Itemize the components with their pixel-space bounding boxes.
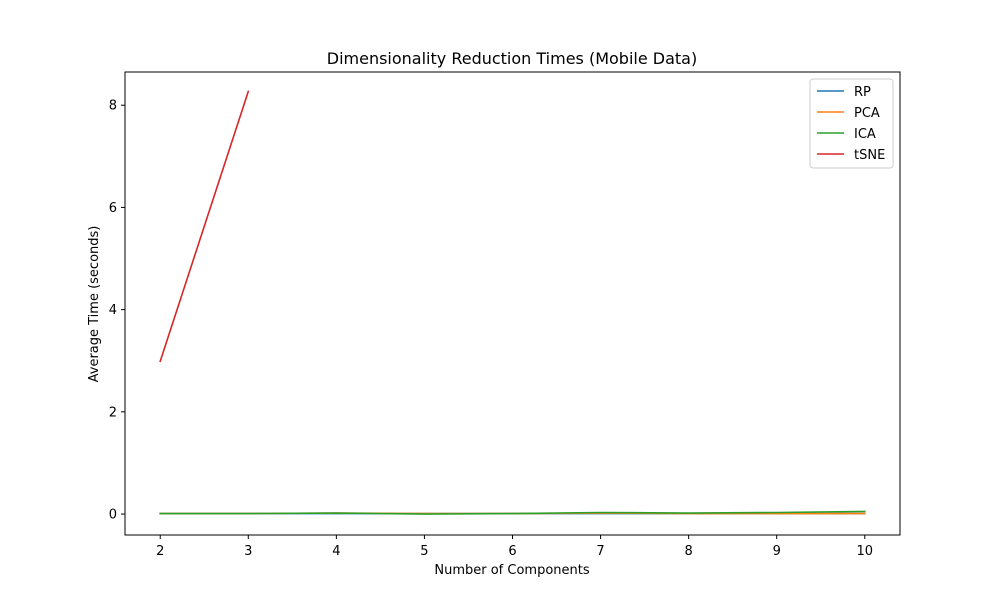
x-tick-label: 5 bbox=[420, 544, 428, 559]
legend-label-tsne: tSNE bbox=[854, 148, 885, 163]
y-tick-label: 0 bbox=[109, 508, 117, 523]
plot-frame bbox=[124, 71, 901, 536]
x-tick-label: 6 bbox=[508, 544, 516, 559]
x-axis-label: Number of Components bbox=[434, 563, 589, 578]
x-tick-label: 2 bbox=[156, 544, 164, 559]
legend-label-ica: ICA bbox=[854, 127, 876, 142]
legend-box bbox=[809, 78, 894, 169]
y-tick-label: 4 bbox=[109, 303, 117, 318]
x-tick-label: 4 bbox=[332, 544, 340, 559]
series-line-tsne bbox=[159, 90, 250, 363]
y-tick-label: 6 bbox=[109, 201, 117, 216]
x-tick-label: 9 bbox=[773, 544, 781, 559]
x-tick-label: 3 bbox=[244, 544, 252, 559]
y-tick-label: 8 bbox=[109, 99, 117, 114]
axis-ticks: 2 3 4 5 6 7 8 9 10 0 2 4 6 8 bbox=[109, 99, 873, 559]
legend-label-pca: PCA bbox=[854, 106, 880, 121]
y-tick-label: 2 bbox=[109, 405, 117, 420]
y-axis-label: Average Time (seconds) bbox=[87, 226, 102, 383]
x-tick-label: 8 bbox=[684, 544, 692, 559]
legend-label-rp: RP bbox=[854, 85, 871, 100]
chart-title: Dimensionality Reduction Times (Mobile D… bbox=[327, 49, 697, 68]
series-lines bbox=[159, 90, 866, 515]
x-tick-label: 10 bbox=[856, 544, 873, 559]
series-line-ica bbox=[159, 510, 866, 515]
x-tick-label: 7 bbox=[596, 544, 604, 559]
legend: RP PCA ICA tSNE bbox=[809, 78, 894, 169]
